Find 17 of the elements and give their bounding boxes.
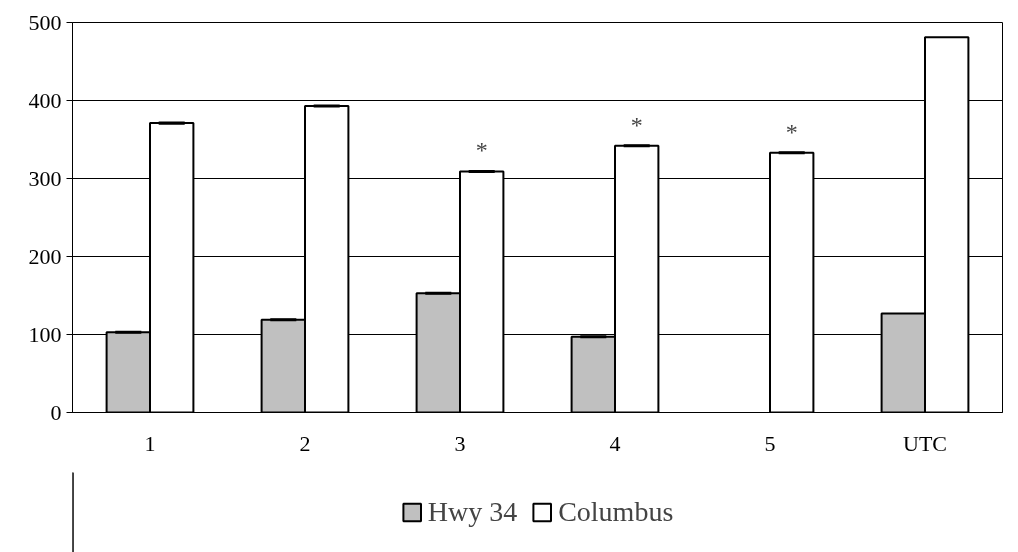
legend-label: Hwy 34 [427,496,518,528]
x-tick-label: 2 [299,430,311,456]
x-tick-label: 5 [764,430,776,456]
y-tick-label: 300 [28,165,62,191]
y-tick-label: 400 [28,87,62,113]
y-tick-label: 200 [28,243,62,269]
annotation: * [475,137,488,164]
annotation: * [785,118,798,145]
y-tick-label: 0 [50,399,62,425]
x-tick-label: 1 [144,430,156,456]
y-tick-label: 500 [28,9,62,35]
legend-label: Columbus [558,496,674,528]
annotation: * [630,111,643,138]
x-tick-label: UTC [903,430,947,456]
y-tick-label: 100 [28,321,62,347]
x-tick-label: 4 [609,430,621,456]
x-tick-label: 3 [454,430,466,456]
